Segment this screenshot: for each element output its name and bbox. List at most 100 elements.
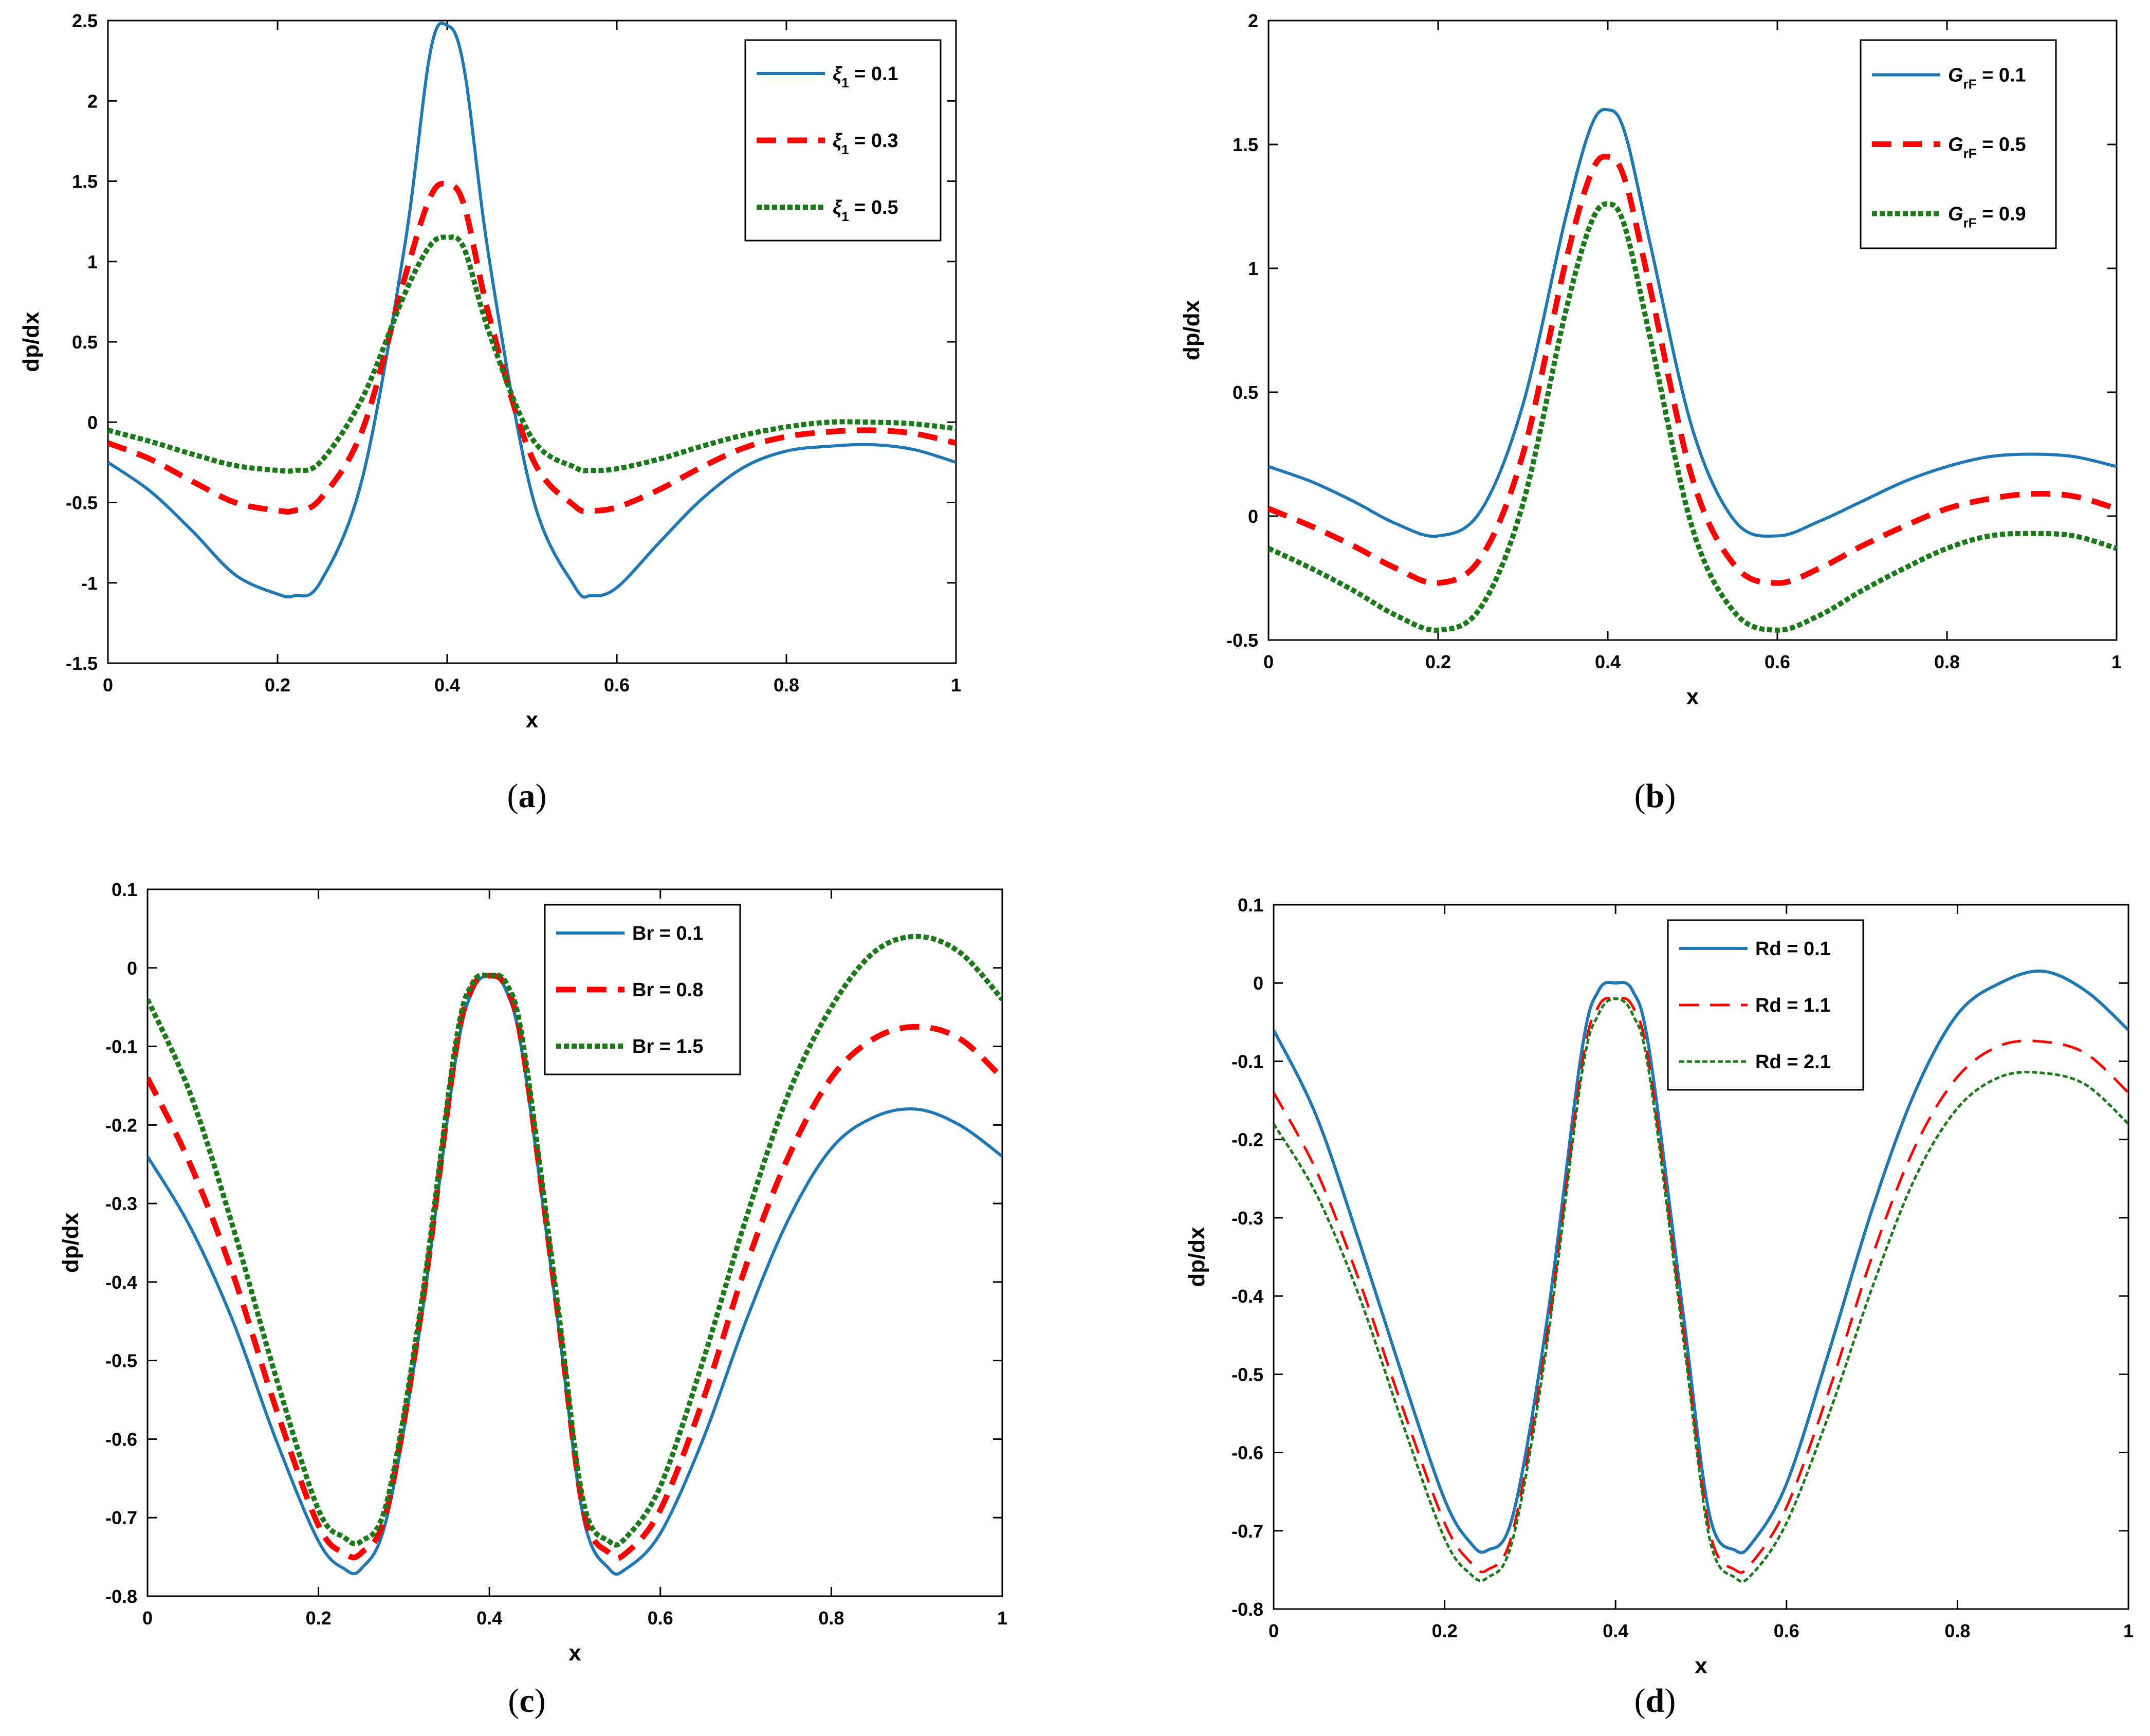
- y-tick-label: -0.4: [1232, 1286, 1263, 1307]
- legend-label-1: ξ1 = 0.1: [833, 63, 898, 90]
- y-axis-label: dp/dx: [19, 312, 44, 372]
- x-tick-label: 1: [951, 674, 961, 696]
- caption-close: ): [1664, 1682, 1676, 1720]
- caption-close: ): [535, 1682, 546, 1720]
- x-tick-label: 0.6: [604, 674, 630, 696]
- y-tick-label: 0: [1248, 506, 1258, 527]
- caption-close: ): [536, 777, 547, 815]
- x-tick-label: 0.6: [648, 1607, 673, 1629]
- legend-label-3: GrF = 0.9: [1948, 204, 2026, 231]
- legend-label-3: Br = 1.5: [632, 1036, 703, 1057]
- x-tick-label: 0.4: [1603, 1620, 1628, 1641]
- legend-label-1: GrF = 0.1: [1948, 65, 2026, 92]
- legend-value: Rd = 1.1: [1755, 995, 1831, 1016]
- caption-open: (: [507, 777, 519, 815]
- y-tick-label: 1.5: [72, 171, 98, 192]
- x-axis-label: x: [1686, 684, 1699, 709]
- y-axis-label: dp/dx: [1184, 1227, 1209, 1287]
- y-tick-label: 0: [1253, 973, 1263, 994]
- series-line-3: [1274, 997, 2128, 1583]
- y-tick-label: -0.8: [105, 1586, 137, 1607]
- y-tick-label: -0.5: [1226, 630, 1258, 651]
- y-tick-label: -0.3: [1232, 1208, 1263, 1229]
- y-tick-label: 2: [87, 90, 98, 112]
- x-tick-label: 0.2: [1432, 1620, 1458, 1641]
- legend-label-2: GrF = 0.5: [1948, 134, 2026, 161]
- series-line-3: [1269, 201, 2117, 633]
- legend-value: Br = 0.8: [632, 979, 703, 1001]
- y-tick-label: 0.5: [1233, 382, 1258, 403]
- y-tick-label: -0.6: [105, 1429, 137, 1450]
- legend-subscript: rF: [1963, 146, 1977, 161]
- legend-label-2: Rd = 1.1: [1755, 995, 1831, 1016]
- x-tick-label: 0.8: [818, 1607, 844, 1629]
- series-line-1: [108, 22, 956, 599]
- y-tick-label: -0.2: [1232, 1129, 1263, 1150]
- series-line-1: [1274, 970, 2128, 1555]
- y-axis-label: dp/dx: [58, 1212, 83, 1273]
- y-tick-label: 1: [87, 251, 98, 272]
- series-line-2: [1274, 996, 2128, 1574]
- legend-symbol: G: [1948, 204, 1963, 225]
- panel-caption: (b): [1634, 777, 1676, 815]
- x-tick-label: 0.4: [476, 1607, 502, 1629]
- chart-panel-c: 0 0.2 0.4 0.6 0.8 1 -0.8 -0.7 -0.6 -0.5 -0.4 -0.3 -0…: [58, 879, 1007, 1720]
- caption-close: ): [1664, 777, 1676, 815]
- caption-letter: c: [519, 1682, 534, 1720]
- series-line-3: [148, 934, 1002, 1548]
- legend-value: = 0.1: [849, 63, 898, 85]
- legend-subscript: 1: [841, 142, 849, 157]
- caption-open: (: [1634, 1682, 1646, 1720]
- y-tick-label: -0.5: [1232, 1364, 1263, 1385]
- legend-symbol: G: [1948, 65, 1963, 86]
- y-tick-label: 1.5: [1233, 134, 1258, 155]
- legend-symbol: ξ: [833, 63, 842, 85]
- y-tick-label: 0.1: [112, 879, 137, 900]
- y-tick-label: -1.5: [66, 653, 98, 674]
- y-tick-label: 2.5: [72, 10, 98, 31]
- legend-value: = 0.9: [1977, 204, 2026, 225]
- x-axis-label: x: [526, 707, 539, 733]
- x-tick-label: 0.8: [774, 674, 799, 696]
- panel-caption: (a): [507, 777, 547, 815]
- y-tick-label: 0: [127, 958, 137, 979]
- x-tick-label: 0.6: [1774, 1620, 1799, 1641]
- legend-symbol: G: [1948, 134, 1963, 156]
- x-tick-label: 0.4: [1595, 651, 1621, 672]
- x-tick-label: 0: [142, 1607, 153, 1629]
- y-tick-label: 0.5: [72, 332, 98, 353]
- y-tick-label: -0.1: [105, 1036, 137, 1057]
- caption-letter: b: [1646, 777, 1665, 815]
- y-tick-label: 1: [1248, 258, 1258, 279]
- y-tick-label: -0.7: [105, 1507, 137, 1528]
- x-tick-label: 1: [2123, 1620, 2134, 1641]
- legend-value: = 0.1: [1977, 65, 2026, 86]
- series-line-2: [108, 180, 956, 515]
- x-tick-label: 0.8: [1944, 1620, 1970, 1641]
- legend-label-2: Br = 0.8: [632, 979, 703, 1001]
- x-tick-label: 0.2: [1425, 651, 1451, 672]
- legend-value: Br = 0.1: [632, 923, 703, 944]
- y-tick-label: -0.5: [105, 1350, 137, 1372]
- y-tick-label: -0.4: [105, 1272, 137, 1293]
- x-axis-label: x: [1695, 1653, 1707, 1678]
- legend-value: = 0.5: [849, 197, 898, 218]
- y-tick-label: -0.2: [105, 1114, 137, 1136]
- x-tick-label: 0.6: [1765, 651, 1790, 672]
- y-tick-label: -0.1: [1232, 1051, 1263, 1072]
- caption-open: (: [508, 1682, 519, 1720]
- x-tick-label: 0.4: [434, 674, 460, 696]
- legend-value: Br = 1.5: [632, 1036, 703, 1057]
- chart-panel-a: 0 0.2 0.4 0.6 0.8 1 -1.5 -1 -0.5 0 0.5 1 1.5 2 2.5 x dp/…: [19, 10, 961, 815]
- series-line-2: [1269, 154, 2117, 586]
- caption-open: (: [1634, 777, 1646, 815]
- legend-value: = 0.5: [1977, 134, 2026, 156]
- y-tick-label: -0.5: [66, 492, 98, 514]
- x-tick-label: 0.8: [1934, 651, 1960, 672]
- y-tick-label: -0.8: [1232, 1599, 1263, 1620]
- legend-label-3: ξ1 = 0.5: [833, 197, 898, 224]
- x-tick-label: 0: [1269, 1620, 1279, 1641]
